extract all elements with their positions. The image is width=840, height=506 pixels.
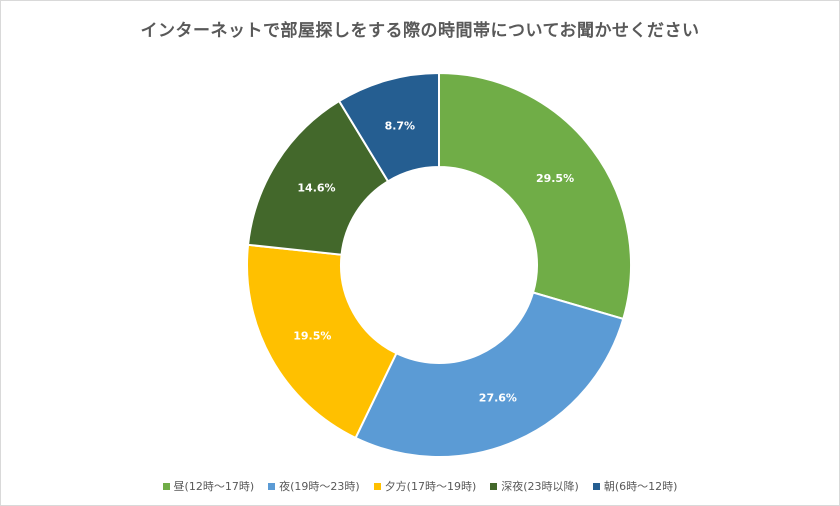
legend-swatch-0 — [162, 482, 170, 490]
legend-item-2: 夕方(17時～19時) — [373, 478, 477, 494]
data-label-4: 8.7% — [385, 119, 416, 132]
data-label-2: 19.5% — [293, 330, 331, 343]
chart-legend: 昼(12時～17時) 夜(19時～23時) 夕方(17時～19時) 深夜(23時以降)… — [0, 478, 840, 494]
donut-slice-3 — [246, 99, 390, 256]
legend-label-3: 深夜(23時以降) — [501, 480, 579, 493]
data-label-3: 14.6% — [297, 181, 335, 194]
legend-item-0: 昼(12時～17時) — [162, 478, 255, 494]
legend-swatch-1 — [268, 482, 276, 490]
donut-slice-4 — [337, 71, 440, 183]
legend-label-0: 昼(12時～17時) — [173, 480, 255, 493]
legend-label-2: 夕方(17時～19時) — [384, 480, 477, 493]
chart-title: インターネットで部屋探しをする際の時間帯についてお聞かせください — [140, 21, 700, 41]
legend-item-1: 夜(19時～23時) — [268, 478, 360, 494]
legend-swatch-4 — [592, 482, 600, 490]
legend-swatch-3 — [490, 482, 498, 490]
data-label-1: 27.6% — [479, 392, 517, 405]
donut-slice-2 — [246, 243, 398, 440]
donut-slice-1 — [354, 291, 625, 458]
legend-item-3: 深夜(23時以降) — [490, 478, 579, 494]
legend-swatch-2 — [373, 482, 381, 490]
legend-item-4: 朝(6時～12時) — [592, 478, 678, 494]
data-label-0: 29.5% — [536, 172, 574, 185]
legend-label-4: 朝(6時～12時) — [603, 480, 678, 493]
donut-slice-0 — [438, 71, 632, 321]
legend-label-1: 夜(19時～23時) — [279, 480, 360, 493]
